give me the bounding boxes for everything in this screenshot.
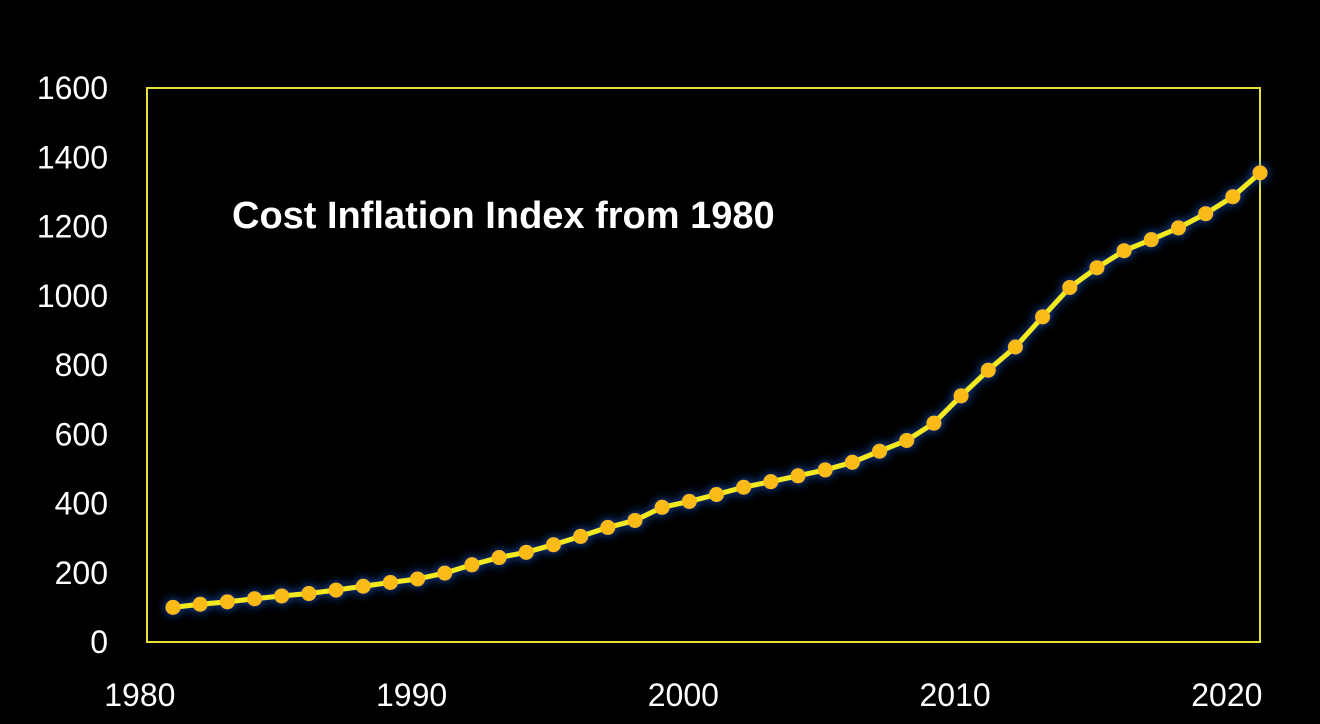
- data-point-1987: [328, 582, 344, 598]
- y-tick-label: 1200: [37, 209, 108, 245]
- data-point-2019: [1198, 206, 1214, 222]
- data-point-2007: [872, 443, 888, 459]
- plot-frame: [146, 87, 1261, 643]
- data-point-2014: [1062, 279, 1078, 295]
- data-point-2012: [1007, 339, 1023, 355]
- x-tick-label: 2010: [919, 677, 990, 713]
- x-tick-label: 2000: [648, 677, 719, 713]
- data-point-1991: [437, 565, 453, 581]
- data-point-2015: [1089, 260, 1105, 276]
- y-tick-label: 1600: [37, 70, 108, 106]
- data-point-2004: [790, 468, 806, 484]
- data-point-1996: [573, 528, 589, 544]
- y-tick-label: 600: [55, 416, 108, 452]
- data-point-1988: [355, 578, 371, 594]
- data-point-1997: [600, 519, 616, 535]
- data-point-1992: [464, 557, 480, 573]
- data-point-1999: [654, 499, 670, 515]
- data-point-2021: [1252, 165, 1268, 181]
- y-tick-label: 400: [55, 486, 108, 522]
- data-point-1984: [247, 591, 263, 607]
- data-point-1989: [382, 574, 398, 590]
- data-point-2001: [709, 486, 724, 502]
- data-point-1993: [491, 550, 507, 566]
- data-point-1998: [627, 512, 643, 528]
- data-point-2000: [681, 493, 697, 509]
- data-point-2008: [899, 432, 915, 448]
- data-point-1994: [518, 544, 534, 560]
- data-point-1990: [410, 571, 426, 587]
- data-point-1981: [165, 599, 181, 615]
- data-point-2011: [980, 362, 996, 378]
- data-point-2013: [1035, 309, 1051, 325]
- series-line: [172, 170, 1262, 610]
- data-point-2006: [844, 454, 860, 470]
- data-point-1995: [545, 537, 561, 553]
- data-point-2009: [926, 415, 942, 431]
- data-point-2002: [736, 479, 752, 495]
- y-tick-label: 0: [90, 624, 108, 660]
- chart-title: Cost Inflation Index from 1980: [232, 195, 775, 237]
- data-point-1983: [219, 594, 235, 610]
- x-tick-label: 1980: [104, 677, 175, 713]
- data-point-2003: [763, 474, 779, 490]
- data-point-2010: [953, 388, 969, 404]
- y-tick-label: 200: [55, 555, 108, 591]
- x-tick-label: 1990: [376, 677, 447, 713]
- x-tick-label: 2020: [1191, 677, 1262, 713]
- y-tick-label: 1000: [37, 278, 108, 314]
- y-tick-label: 800: [55, 347, 108, 383]
- data-point-2005: [817, 462, 833, 478]
- data-point-2016: [1116, 243, 1132, 259]
- data-point-1986: [301, 586, 317, 602]
- data-point-2017: [1143, 232, 1159, 248]
- data-point-1982: [192, 596, 208, 612]
- y-tick-label: 1400: [37, 139, 108, 175]
- data-point-1985: [274, 588, 290, 604]
- data-point-2020: [1225, 189, 1241, 205]
- data-point-2018: [1170, 220, 1186, 236]
